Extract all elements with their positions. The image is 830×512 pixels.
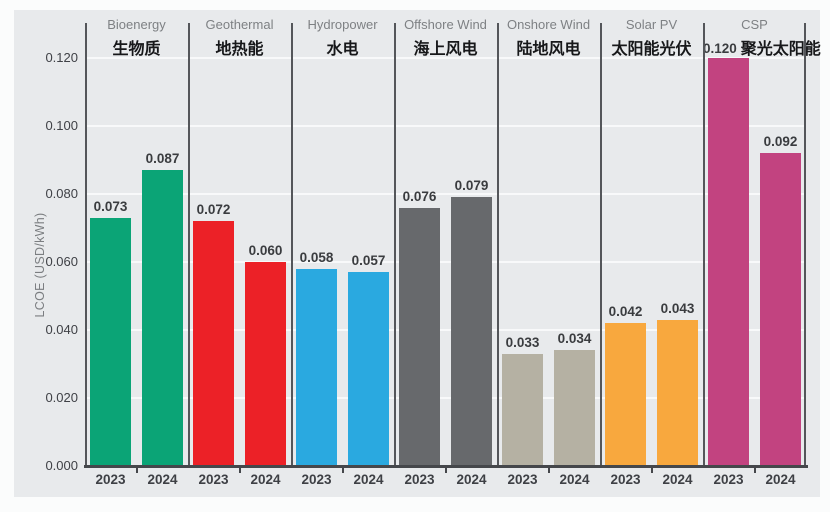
category-title-zh: 太阳能光伏 [611, 41, 692, 58]
x-axis-tick [547, 468, 550, 473]
x-axis-tick [341, 468, 344, 473]
bar-value-label: 0.058 [299, 249, 334, 265]
bar-value-label: 0.057 [351, 253, 386, 269]
gridline [85, 397, 806, 399]
x-axis-tick [238, 468, 241, 473]
plot-area: Bioenergy 生物质 0.073 2023 0.087 2024 Geothermal… [84, 10, 821, 497]
category-panel-hydropower: Hydropower 水电 0.058 2023 0.057 2024 [291, 10, 394, 497]
x-tick-label-year: 2024 [456, 472, 487, 487]
bar-bioenergy-2023 [90, 217, 131, 466]
category-separator [600, 23, 602, 467]
x-axis-tick [135, 468, 138, 473]
x-tick-label-year: 2023 [198, 472, 229, 487]
y-tick-label: 0.000 [45, 458, 78, 473]
x-tick-label-year: 2023 [301, 472, 332, 487]
x-tick-label-year: 2024 [250, 472, 281, 487]
bar-offshore-wind-2024 [451, 197, 492, 466]
category-panel-offshore-wind: Offshore Wind 海上风电 0.076 2023 0.079 2024 [394, 10, 497, 497]
category-title-zh: 0.120 聚光太阳能 [703, 41, 821, 58]
category-title-en: CSP [741, 17, 768, 32]
category-separator [188, 23, 190, 467]
gridline [85, 125, 806, 127]
x-tick-label-year: 2024 [353, 472, 384, 487]
category-panel-geothermal: Geothermal 地热能 0.072 2023 0.060 2024 [188, 10, 291, 497]
category-title-en: Onshore Wind [506, 17, 591, 32]
category-separator [291, 23, 293, 467]
category-title-en: Hydropower [307, 17, 378, 32]
bar-value-label: 0.073 [93, 198, 128, 214]
bar-offshore-wind-2023 [399, 207, 440, 466]
gridline [85, 329, 806, 331]
x-tick-label-year: 2024 [147, 472, 178, 487]
bar-solar-pv-2023 [605, 323, 646, 466]
category-title-zh: 海上风电 [413, 41, 478, 58]
x-tick-label-year: 2024 [559, 472, 590, 487]
category-separator [497, 23, 499, 467]
category-title-en: Solar PV [625, 17, 678, 32]
x-tick-label-year: 2023 [610, 472, 641, 487]
gridline [85, 57, 806, 59]
x-axis-line [84, 465, 808, 468]
bar-value-label: 0.120 [703, 41, 737, 56]
x-tick-label-year: 2024 [765, 472, 796, 487]
x-tick-label-year: 2023 [404, 472, 435, 487]
bar-value-label: 0.042 [608, 304, 643, 320]
y-tick-label: 0.080 [45, 186, 78, 201]
bar-hydropower-2024 [348, 272, 389, 466]
x-axis-tick [753, 468, 756, 473]
bar-value-label: 0.033 [505, 334, 540, 350]
category-title-en: Offshore Wind [404, 17, 487, 32]
bar-solar-pv-2024 [657, 319, 698, 466]
category-panel-onshore-wind: Onshore Wind 陆地风电 0.033 2023 0.034 2024 [497, 10, 600, 497]
y-tick-label: 0.040 [45, 322, 78, 337]
bar-onshore-wind-2024 [554, 350, 595, 466]
y-axis-line [85, 23, 87, 467]
bar-hydropower-2023 [296, 268, 337, 466]
x-tick-label-year: 2023 [95, 472, 126, 487]
category-panel-bioenergy: Bioenergy 生物质 0.073 2023 0.087 2024 [85, 10, 188, 497]
bar-value-label: 0.043 [660, 300, 695, 316]
gridline [85, 193, 806, 195]
bar-value-label: 0.092 [763, 134, 798, 150]
category-separator [394, 23, 396, 467]
bar-bioenergy-2024 [142, 170, 183, 466]
category-separator [703, 23, 705, 467]
x-axis-tick [650, 468, 653, 473]
y-tick-label: 0.100 [45, 118, 78, 133]
category-separator [804, 23, 806, 467]
category-title-zh: 地热能 [215, 41, 264, 58]
bar-csp-2023 [708, 58, 749, 466]
y-tick-label: 0.120 [45, 50, 78, 65]
bar-value-label: 0.072 [196, 202, 231, 218]
bar-value-label: 0.079 [454, 178, 489, 194]
bar-geothermal-2023 [193, 221, 234, 466]
x-tick-label-year: 2023 [507, 472, 538, 487]
y-tick-label: 0.020 [45, 390, 78, 405]
category-panel-csp: CSP 0.120 聚光太阳能 2023 0.092 2024 [703, 10, 821, 497]
x-axis-tick [444, 468, 447, 473]
x-tick-label-year: 2023 [713, 472, 744, 487]
bar-csp-2024 [760, 153, 801, 466]
bar-onshore-wind-2023 [502, 353, 543, 466]
chart-card: LCOE (USD/kWh) 0.000 0.020 0.040 0.060 0.080… [14, 10, 821, 497]
category-title-zh: 水电 [326, 41, 359, 58]
gridline [85, 261, 806, 263]
category-title-en: Bioenergy [107, 17, 166, 32]
bar-value-label: 0.076 [402, 188, 437, 204]
bar-value-label: 0.060 [248, 243, 283, 258]
category-title-zh: 陆地风电 [516, 41, 581, 58]
bar-value-label: 0.087 [145, 151, 180, 167]
bar-geothermal-2024 [245, 262, 286, 466]
bar-value-label: 0.034 [557, 331, 592, 347]
category-panel-solar-pv: Solar PV 太阳能光伏 0.042 2023 0.043 2024 [600, 10, 703, 497]
y-tick-label: 0.060 [45, 254, 78, 269]
category-title-en: Geothermal [205, 17, 274, 32]
x-tick-label-year: 2024 [662, 472, 693, 487]
category-title-zh: 生物质 [112, 41, 161, 58]
